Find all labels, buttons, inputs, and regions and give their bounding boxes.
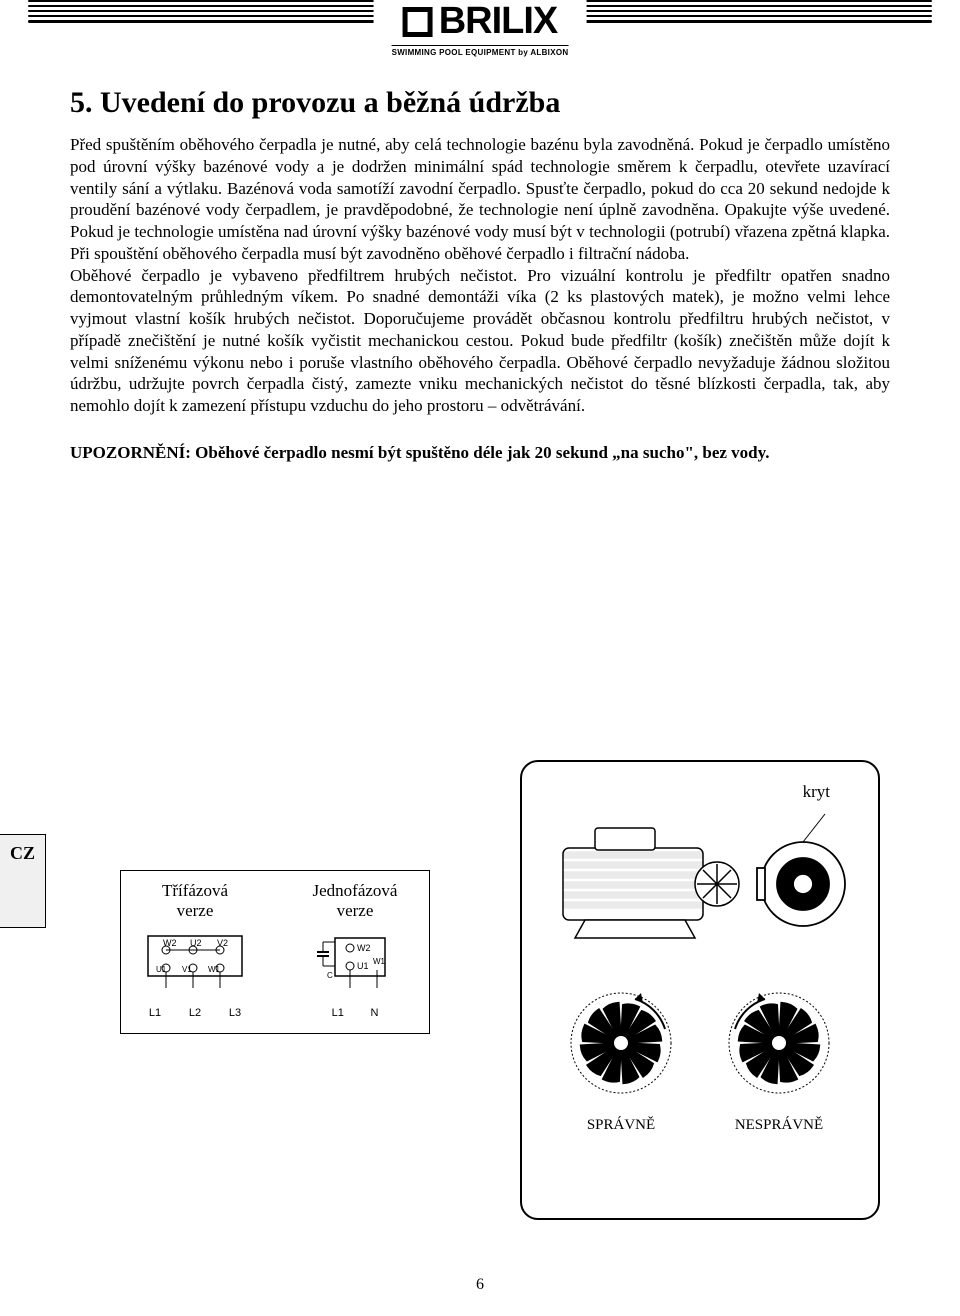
page: BRILIX SWIMMING POOL EQUIPMENT by ALBIXO… bbox=[0, 0, 960, 1316]
three-phase-column: Třífázová verze W2 U2 V2 bbox=[135, 881, 255, 1019]
body-paragraph: Před spuštěním oběhového čerpadla je nut… bbox=[70, 134, 890, 417]
svg-text:U1: U1 bbox=[357, 961, 369, 971]
svg-text:W2: W2 bbox=[357, 943, 371, 953]
figure-panel: kryt bbox=[520, 760, 880, 1220]
fan-correct-caption: SPRÁVNĚ bbox=[566, 1117, 676, 1134]
svg-text:U1: U1 bbox=[156, 965, 167, 974]
wiring-box: Třífázová verze W2 U2 V2 bbox=[120, 870, 430, 1034]
page-number: 6 bbox=[476, 1276, 484, 1294]
svg-text:V1: V1 bbox=[182, 965, 192, 974]
fan-incorrect-caption: NESPRÁVNĚ bbox=[724, 1117, 834, 1134]
body-text: Před spuštěním oběhového čerpadla je nut… bbox=[70, 134, 890, 417]
language-code: CZ bbox=[10, 843, 35, 864]
brand-tagline: SWIMMING POOL EQUIPMENT by ALBIXON bbox=[392, 45, 569, 57]
fan-correct-icon bbox=[566, 988, 676, 1098]
main-content: 5. Uvedení do provozu a běžná údržba Pře… bbox=[70, 86, 890, 463]
single-phase-sub: verze bbox=[337, 901, 374, 920]
three-phase-title: Třífázová bbox=[162, 881, 228, 900]
logo-square-icon bbox=[403, 7, 433, 37]
single-phase-diagram-icon: W2 U1 W1 C bbox=[305, 928, 405, 998]
warning-text: UPOZORNĚNÍ: Oběhové čerpadlo nesmí být s… bbox=[70, 443, 890, 463]
fan-correct: SPRÁVNĚ bbox=[566, 988, 676, 1134]
fan-incorrect-icon bbox=[724, 988, 834, 1098]
three-phase-diagram-icon: W2 U2 V2 U1 V1 W1 bbox=[140, 928, 250, 998]
three-phase-l2: L2 bbox=[189, 1007, 201, 1019]
svg-text:C: C bbox=[327, 971, 333, 980]
cover-label: kryt bbox=[542, 782, 858, 802]
single-phase-title: Jednofázová bbox=[313, 881, 398, 900]
svg-text:W1: W1 bbox=[373, 957, 386, 966]
svg-text:W1: W1 bbox=[208, 965, 221, 974]
three-phase-l3: L3 bbox=[229, 1007, 241, 1019]
language-tab: CZ bbox=[0, 834, 46, 928]
fan-direction-row: SPRÁVNĚ bbox=[542, 988, 858, 1134]
single-phase-n: N bbox=[370, 1007, 378, 1019]
fan-incorrect: NESPRÁVNĚ bbox=[724, 988, 834, 1134]
section-heading: 5. Uvedení do provozu a běžná údržba bbox=[70, 86, 890, 120]
brand-name: BRILIX bbox=[439, 0, 558, 43]
motor-illustration-icon bbox=[545, 808, 855, 958]
single-phase-l1: L1 bbox=[332, 1007, 344, 1019]
brand-logo: BRILIX SWIMMING POOL EQUIPMENT by ALBIXO… bbox=[374, 0, 587, 57]
single-phase-column: Jednofázová verze W2 U1 W1 bbox=[295, 881, 415, 1019]
wiring-diagrams: Třífázová verze W2 U2 V2 bbox=[120, 870, 430, 1034]
three-phase-l1: L1 bbox=[149, 1007, 161, 1019]
three-phase-sub: verze bbox=[177, 901, 214, 920]
